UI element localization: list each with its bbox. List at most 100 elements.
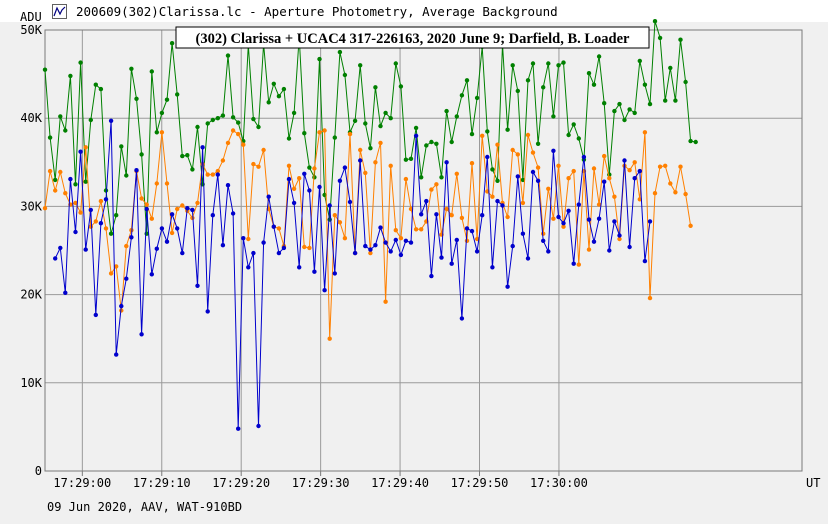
data-point — [490, 265, 495, 270]
data-point — [591, 239, 597, 244]
data-point — [495, 142, 500, 147]
data-point — [53, 177, 58, 183]
data-point — [327, 336, 332, 341]
data-point — [297, 176, 302, 181]
data-point — [332, 213, 337, 218]
data-point — [58, 114, 63, 119]
data-point — [164, 239, 170, 244]
data-point — [114, 213, 119, 218]
series-line — [44, 129, 692, 339]
data-point — [678, 164, 683, 169]
data-point — [302, 244, 307, 250]
data-point — [642, 82, 648, 87]
data-point — [444, 108, 449, 114]
data-point — [373, 85, 378, 90]
data-point — [78, 149, 83, 154]
chart-series-group — [42, 19, 698, 431]
data-point — [419, 212, 424, 217]
data-point — [276, 94, 282, 99]
data-point — [256, 164, 261, 169]
data-point — [693, 139, 698, 145]
data-point — [363, 243, 368, 249]
data-point — [251, 116, 256, 122]
data-point — [169, 230, 175, 236]
data-point — [205, 121, 210, 126]
data-point — [180, 203, 185, 208]
data-point — [596, 202, 602, 207]
data-point — [103, 197, 109, 202]
data-point — [469, 161, 475, 166]
data-point — [424, 143, 429, 148]
data-point — [347, 131, 353, 137]
data-point — [261, 147, 266, 153]
data-point — [510, 147, 515, 153]
data-point — [408, 156, 414, 161]
y-tick-label: 30K — [20, 199, 42, 213]
data-point — [530, 150, 536, 155]
data-point — [617, 236, 622, 242]
data-point — [485, 154, 490, 160]
data-point — [469, 131, 475, 137]
data-point — [505, 284, 510, 289]
data-point — [378, 140, 383, 146]
data-point — [281, 245, 287, 251]
data-point — [185, 206, 190, 211]
data-point — [337, 178, 343, 183]
data-point — [576, 136, 581, 141]
data-point — [586, 71, 592, 76]
data-point — [464, 226, 470, 231]
data-point — [398, 84, 404, 89]
data-point — [596, 216, 602, 221]
data-point — [251, 161, 256, 167]
data-point — [612, 108, 617, 114]
data-point — [251, 250, 256, 256]
data-point — [159, 226, 165, 231]
data-point — [175, 226, 180, 231]
data-point — [68, 176, 73, 182]
data-point — [271, 224, 276, 229]
data-point — [602, 101, 607, 106]
data-point — [525, 78, 531, 83]
data-point — [190, 167, 195, 172]
data-point — [63, 290, 68, 295]
data-point — [205, 309, 210, 314]
data-point — [434, 212, 439, 217]
data-point — [551, 148, 556, 153]
y-tick-label: 0 — [35, 464, 42, 478]
data-point — [627, 168, 632, 173]
data-point — [637, 58, 642, 64]
data-point — [83, 247, 88, 252]
data-point — [520, 231, 526, 236]
data-point — [429, 273, 434, 279]
data-point — [124, 173, 129, 178]
data-point — [200, 145, 205, 150]
data-point — [276, 226, 282, 231]
data-point — [403, 238, 409, 243]
x-tick-label: 17:29:40 — [371, 476, 429, 490]
data-point — [307, 188, 312, 193]
data-point — [373, 243, 378, 248]
data-point — [683, 79, 688, 85]
data-point — [225, 183, 231, 188]
data-point — [449, 213, 454, 218]
data-point — [617, 101, 622, 107]
data-point — [602, 153, 607, 159]
data-point — [83, 179, 88, 184]
data-point — [210, 172, 215, 177]
data-point — [602, 179, 607, 184]
data-point — [480, 213, 485, 218]
data-point — [403, 157, 409, 162]
data-point — [164, 97, 170, 102]
data-point — [337, 49, 343, 55]
data-point — [535, 141, 541, 146]
data-point — [546, 249, 551, 254]
y-tick-label: 40K — [20, 111, 42, 125]
data-point — [175, 92, 180, 97]
data-point — [510, 243, 515, 249]
data-point — [378, 123, 383, 129]
x-tick-label: 17:29:20 — [212, 476, 270, 490]
data-point — [53, 256, 58, 261]
data-point — [490, 167, 495, 172]
data-point — [83, 145, 88, 150]
